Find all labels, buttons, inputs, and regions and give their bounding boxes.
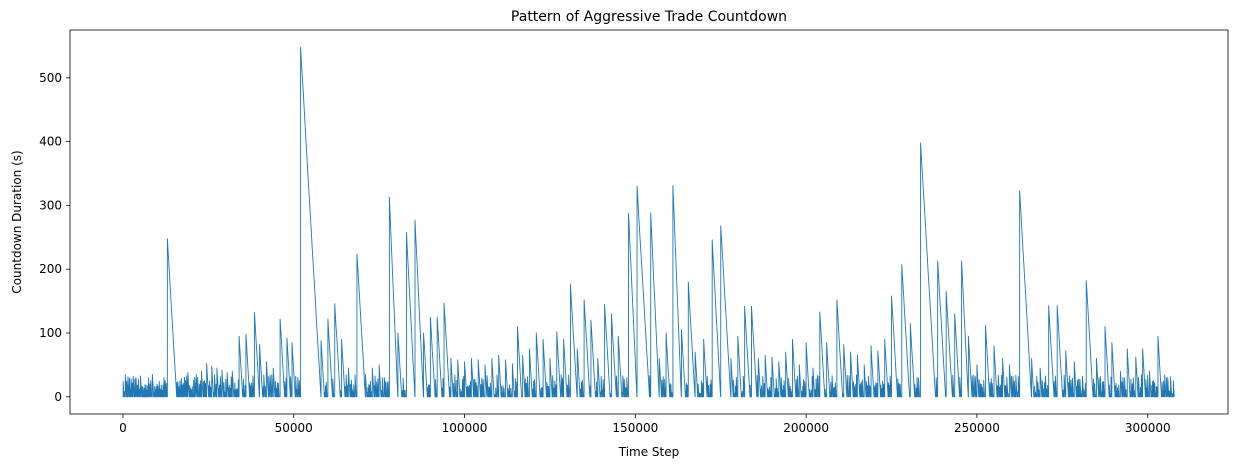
x-axis-label: Time Step — [618, 445, 680, 459]
y-axis-ticks: 0 100 200 300 400 500 — [39, 71, 70, 404]
y-tick-label: 400 — [39, 135, 62, 149]
series-layer — [122, 46, 1175, 398]
x-axis-ticks: 0 50000 100000 150000 200000 250000 300000 — [119, 414, 1171, 435]
plot-frame — [69, 29, 1229, 415]
x-tick-label: 100000 — [442, 421, 488, 435]
y-tick-label: 500 — [39, 71, 62, 85]
y-tick-label: 200 — [39, 262, 62, 276]
y-tick-label: 0 — [54, 390, 62, 404]
chart-title: Pattern of Aggressive Trade Countdown — [511, 9, 787, 25]
x-tick-label: 200000 — [783, 421, 829, 435]
y-tick-label: 300 — [39, 198, 62, 212]
x-tick-label: 300000 — [1125, 421, 1171, 435]
x-tick-label: 0 — [119, 421, 127, 435]
y-axis-label: Countdown Duration (s) — [10, 150, 24, 293]
y-tick-label: 100 — [39, 326, 62, 340]
x-tick-label: 150000 — [612, 421, 658, 435]
series-line-countdown — [122, 46, 1175, 398]
x-tick-label: 250000 — [954, 421, 1000, 435]
plot-area-background — [70, 30, 1228, 414]
x-tick-label: 50000 — [275, 421, 313, 435]
